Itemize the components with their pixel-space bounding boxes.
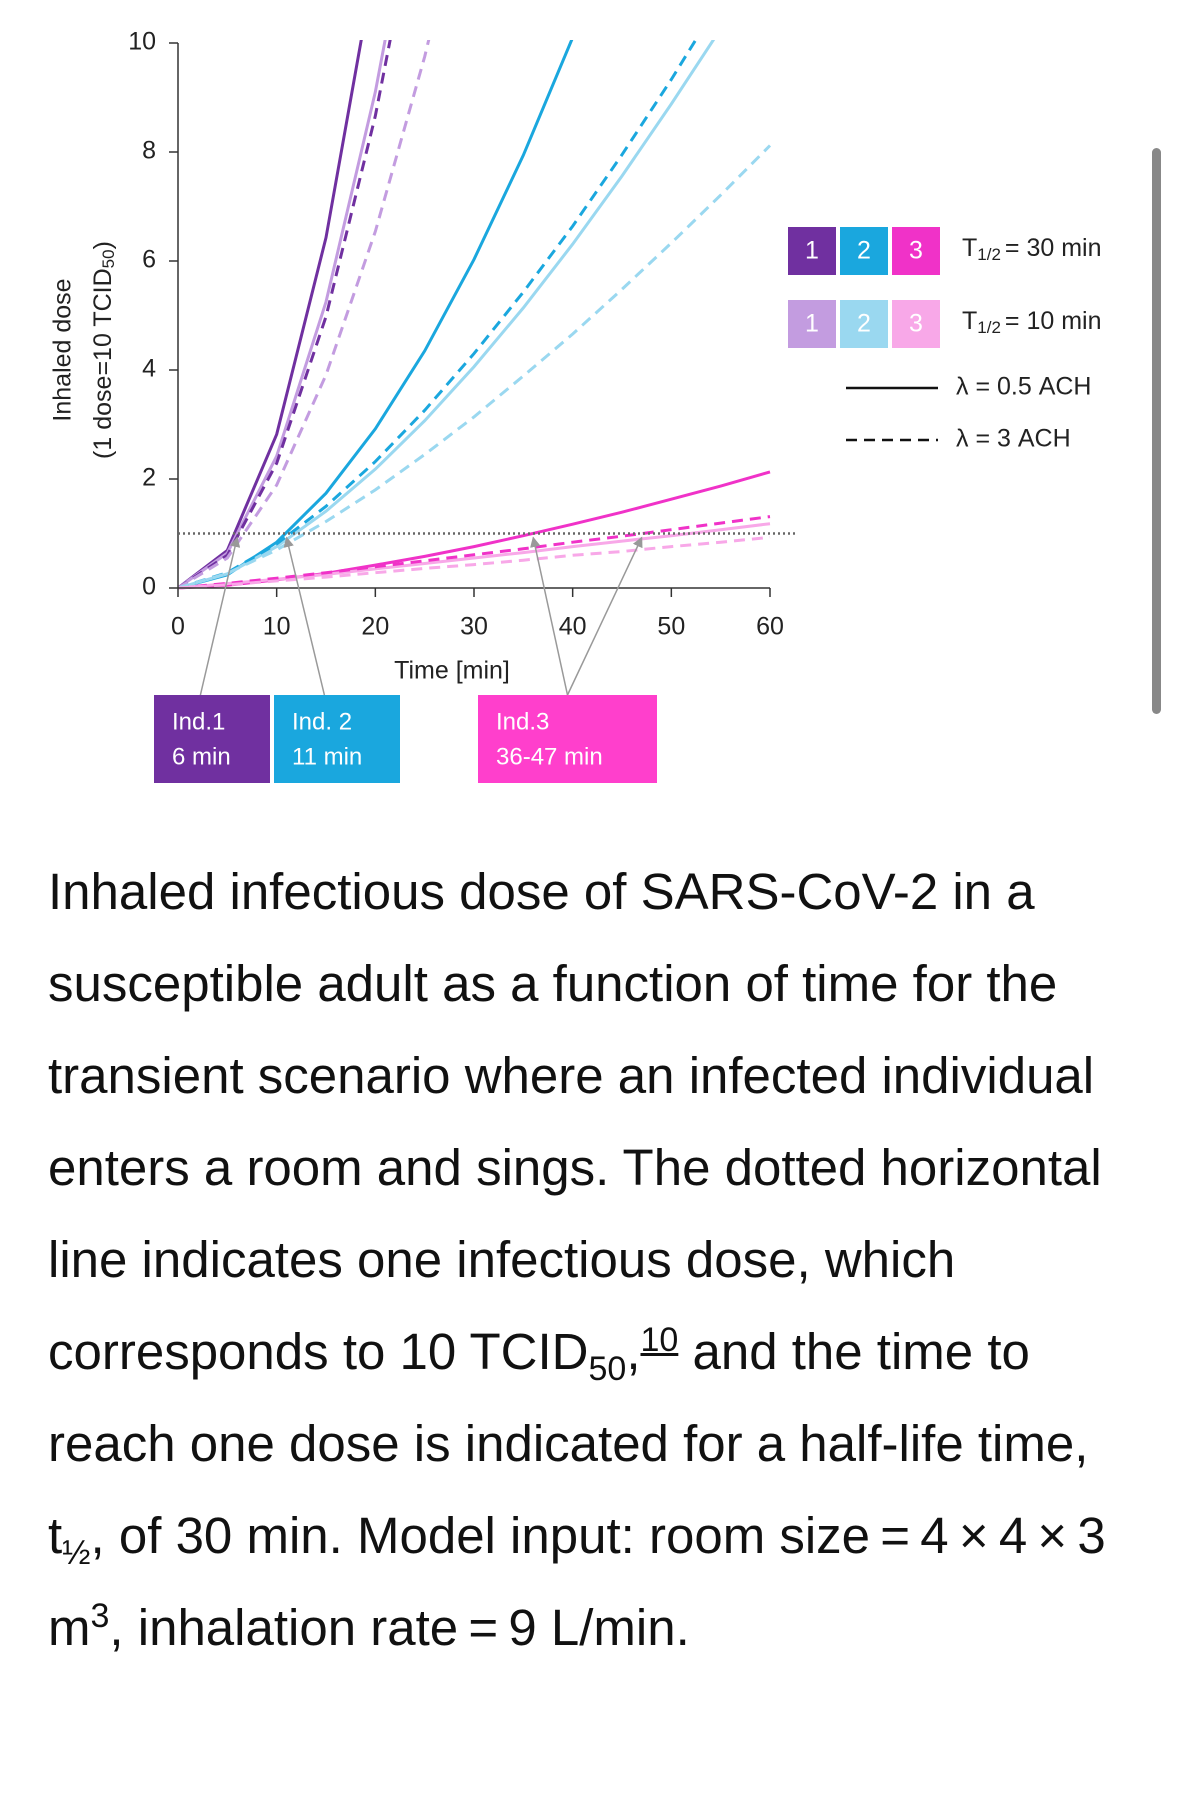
x-tick-label: 0 — [171, 613, 185, 641]
annotation-arrow — [283, 536, 326, 696]
legend-swatch — [840, 227, 888, 275]
series-line — [178, 40, 716, 590]
y-tick-label: 6 — [142, 246, 156, 274]
x-tick-label: 20 — [361, 613, 389, 641]
series-line — [178, 144, 772, 590]
caption-text: , — [626, 1323, 641, 1380]
legend-swatch — [840, 300, 888, 348]
y-tick-label: 2 — [142, 464, 156, 492]
caption-sub: 50 — [588, 1350, 627, 1389]
annotation-label: Ind.3 — [496, 708, 549, 735]
annotation-box — [154, 695, 270, 783]
series-line — [178, 40, 698, 590]
annotation-label: Ind.1 — [172, 708, 225, 735]
x-tick-label: 30 — [460, 613, 488, 641]
series-line — [178, 40, 431, 590]
series-line — [178, 40, 392, 590]
y-axis-label-part: ) — [89, 241, 117, 249]
series-line — [178, 470, 771, 590]
legend-label: T1/2 = 30 min — [962, 234, 1102, 265]
legend-label: λ = 0.5 ACH — [956, 373, 1091, 401]
y-axis-label: (1 dose=10 TCID50) — [89, 241, 119, 459]
reference-link[interactable]: 10 — [640, 1321, 678, 1359]
y-tick-label: 10 — [128, 28, 156, 56]
caption: Inhaled infectious dose of SARS-CoV-2 in… — [48, 846, 1143, 1674]
x-tick-label: 50 — [657, 613, 685, 641]
annotation-label: 11 min — [292, 743, 362, 770]
annotation-box — [478, 695, 657, 783]
y-tick-label: 8 — [142, 137, 156, 165]
x-axis-label: Time [min] — [394, 657, 510, 685]
legend-label-sub: 1/2 — [977, 245, 1001, 264]
caption-sup: 3 — [90, 1597, 110, 1635]
series-line — [178, 40, 574, 590]
x-tick-label: 60 — [756, 613, 784, 641]
y-axis-label: Inhaled dose — [49, 278, 77, 421]
legend-label-symbol: T — [962, 307, 977, 335]
legend-box-label: 1 — [805, 310, 819, 338]
reference-link[interactable]: 10 — [640, 1321, 679, 1359]
caption-text: , inhalation rate = 9 L/min. — [109, 1599, 690, 1656]
series-line — [178, 535, 771, 590]
annotation-label: 36-47 min — [496, 743, 603, 770]
x-tick-label: 10 — [263, 613, 291, 641]
caption-text: Inhaled infectious dose of SARS-CoV-2 in… — [48, 863, 1102, 1380]
chart: 0 2 4 6 8 10 0 10 20 30 40 50 60 Time [min] Inhaled do… — [49, 28, 1161, 783]
legend-label-text: = 30 min — [1005, 234, 1102, 262]
annotation-arrow — [566, 536, 643, 696]
annotation-arrow — [199, 536, 241, 696]
legend-label: T1/2 = 10 min — [962, 307, 1102, 338]
series-line — [178, 40, 387, 590]
caption-text: and the time to reach one dose is indica… — [48, 1323, 1089, 1564]
series-line — [178, 40, 363, 590]
legend-swatch — [788, 300, 836, 348]
legend-box-label: 2 — [857, 237, 871, 265]
legend-swatch — [892, 300, 940, 348]
annotation-box — [274, 695, 400, 783]
caption-text: , of 30 min. Model input: room size = 4 … — [48, 1507, 1106, 1656]
annotation-label: 6 min — [172, 743, 231, 770]
y-axis-label-part: (1 dose=10 TCID — [89, 268, 117, 459]
legend-label-text: = 10 min — [1005, 307, 1102, 335]
x-tick-label: 40 — [559, 613, 587, 641]
legend-swatch — [788, 227, 836, 275]
legend-label-sub: 1/2 — [977, 318, 1001, 337]
y-tick-label: 4 — [142, 355, 156, 383]
legend-swatch — [892, 227, 940, 275]
legend-box-label: 1 — [805, 237, 819, 265]
y-axis-label-sub: 50 — [99, 249, 118, 268]
annotation-arrow — [530, 536, 569, 696]
series-line — [178, 515, 771, 590]
legend-box-label: 3 — [909, 310, 923, 338]
annotation-label: Ind. 2 — [292, 708, 352, 735]
legend-box-label: 3 — [909, 237, 923, 265]
scrollbar[interactable] — [1152, 148, 1161, 714]
caption-sub: ½ — [62, 1534, 91, 1573]
plot-area — [178, 40, 772, 590]
legend-label-symbol: T — [962, 234, 977, 262]
legend-label: λ = 3 ACH — [956, 425, 1071, 453]
legend-box-label: 2 — [857, 310, 871, 338]
y-tick-label: 0 — [142, 573, 156, 601]
